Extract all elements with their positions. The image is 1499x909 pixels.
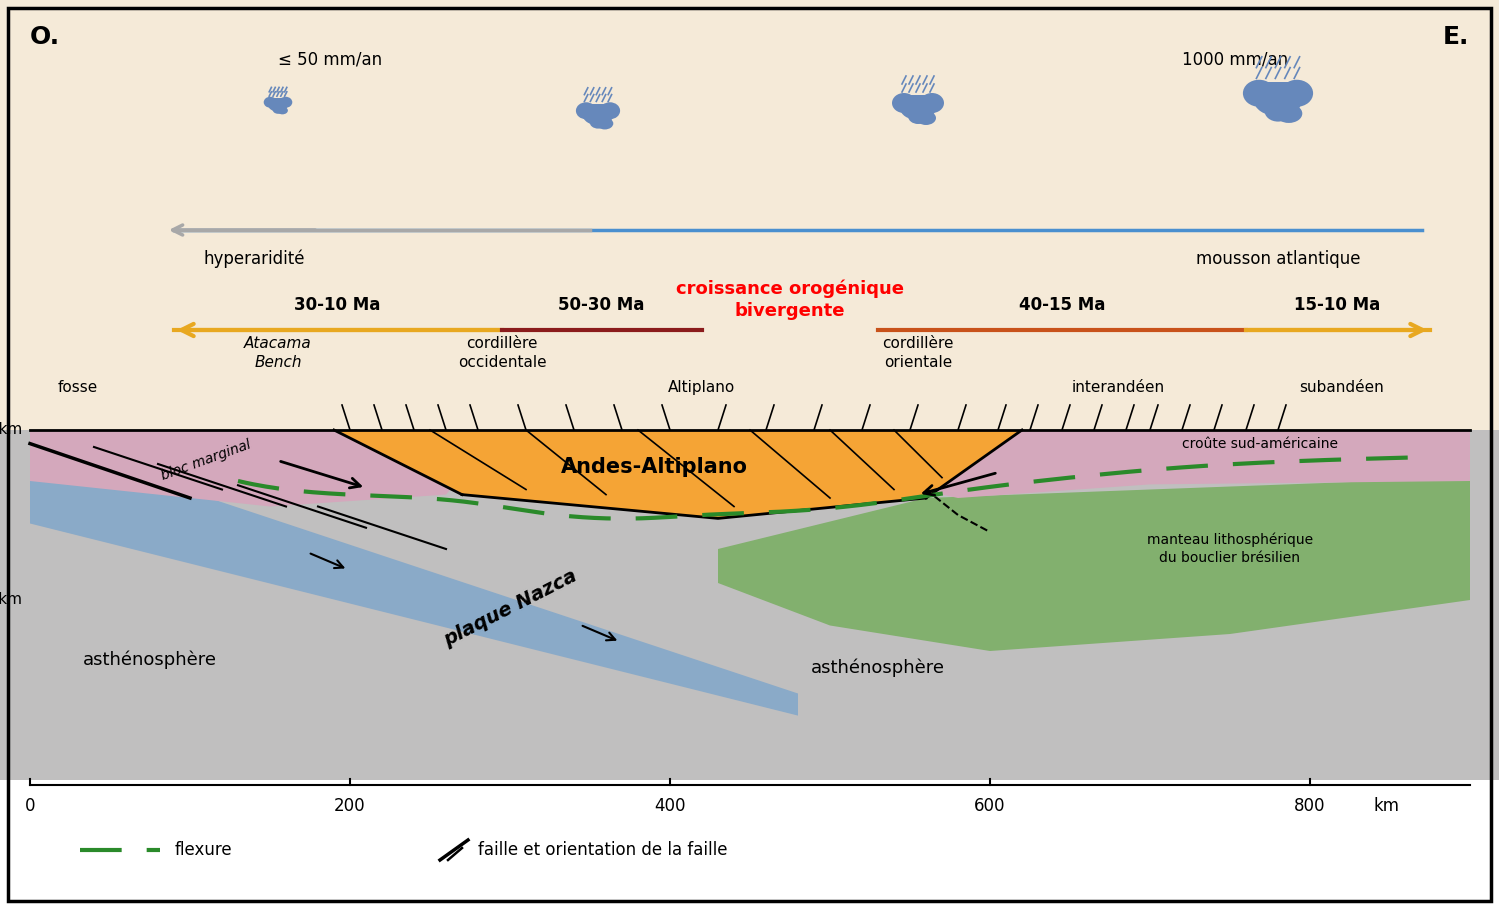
Text: ≤ 50 mm/an: ≤ 50 mm/an: [277, 50, 382, 68]
Text: O.: O.: [30, 25, 60, 49]
Text: 800: 800: [1294, 797, 1325, 815]
Text: E.: E.: [1442, 25, 1469, 49]
Text: 200: 200: [334, 797, 366, 815]
Text: 0: 0: [25, 797, 36, 815]
Text: fosse: fosse: [58, 380, 97, 395]
Ellipse shape: [908, 108, 928, 124]
Text: asthénosphère: asthénosphère: [811, 659, 944, 677]
Ellipse shape: [1265, 100, 1292, 122]
Bar: [268, 98, 288, 102]
Ellipse shape: [892, 93, 916, 113]
Text: 0 km: 0 km: [0, 423, 22, 437]
Text: Andes-Altiplano: Andes-Altiplano: [561, 457, 748, 477]
Text: asthénosphère: asthénosphère: [82, 650, 217, 669]
Text: 400: 400: [654, 797, 685, 815]
Text: Atacama
Bench: Atacama Bench: [244, 336, 312, 370]
Text: -100 km: -100 km: [0, 593, 22, 607]
Bar: [0, 430, 1499, 780]
Polygon shape: [718, 477, 1471, 651]
Ellipse shape: [277, 106, 288, 115]
Bar: [0, 780, 1499, 909]
Bar: [1253, 83, 1303, 94]
Ellipse shape: [916, 111, 935, 125]
Ellipse shape: [920, 93, 944, 113]
Ellipse shape: [264, 96, 277, 108]
Text: mousson atlantique: mousson atlantique: [1196, 250, 1360, 268]
Ellipse shape: [600, 102, 621, 119]
Text: 600: 600: [974, 797, 1006, 815]
Polygon shape: [334, 430, 1022, 518]
Text: cordillère
occidentale: cordillère occidentale: [457, 336, 546, 370]
Text: cordillère
orientale: cordillère orientale: [883, 336, 953, 370]
Text: faille et orientation de la faille: faille et orientation de la faille: [478, 841, 727, 859]
Text: bloc marginal: bloc marginal: [159, 438, 253, 484]
Bar: [0, 430, 1499, 780]
Polygon shape: [30, 438, 797, 715]
Text: Altiplano: Altiplano: [669, 380, 736, 395]
Ellipse shape: [576, 102, 597, 119]
Text: 50-30 Ma: 50-30 Ma: [558, 296, 645, 314]
Text: 1000 mm/an: 1000 mm/an: [1183, 50, 1288, 68]
Text: subandéen: subandéen: [1300, 380, 1385, 395]
Ellipse shape: [589, 115, 607, 128]
Text: hyperaridité: hyperaridité: [204, 250, 304, 268]
Text: manteau lithosphérique
du bouclier brésilien: manteau lithosphérique du bouclier brési…: [1147, 533, 1313, 565]
Ellipse shape: [597, 117, 613, 129]
Text: 30-10 Ma: 30-10 Ma: [294, 296, 381, 314]
Polygon shape: [893, 430, 1471, 498]
Text: km: km: [1375, 797, 1400, 815]
Bar: [583, 104, 613, 111]
Ellipse shape: [1276, 104, 1303, 123]
Text: flexure: flexure: [175, 841, 232, 859]
Text: croissance orogénique
bivergente: croissance orogénique bivergente: [676, 279, 904, 320]
Text: 15-10 Ma: 15-10 Ma: [1294, 296, 1381, 314]
Text: interandéen: interandéen: [1072, 380, 1165, 395]
Text: plaque Nazca: plaque Nazca: [441, 566, 580, 650]
Text: 40-15 Ma: 40-15 Ma: [1019, 296, 1105, 314]
Ellipse shape: [1243, 80, 1276, 106]
Polygon shape: [30, 430, 478, 506]
Ellipse shape: [1280, 80, 1313, 106]
Ellipse shape: [273, 105, 283, 114]
Ellipse shape: [583, 105, 613, 125]
Ellipse shape: [899, 96, 935, 120]
Text: croûte sud-américaine: croûte sud-américaine: [1183, 436, 1339, 451]
Ellipse shape: [279, 96, 292, 108]
Ellipse shape: [268, 98, 288, 112]
Bar: [899, 95, 935, 103]
Ellipse shape: [1253, 84, 1303, 116]
